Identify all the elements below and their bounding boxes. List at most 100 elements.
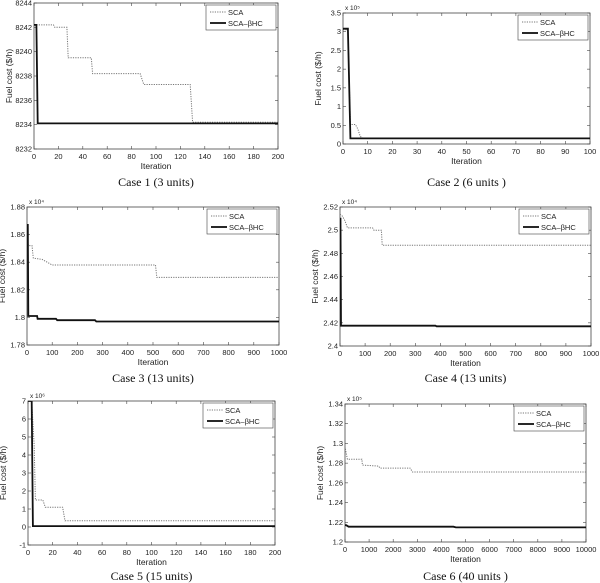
y-axis-label: Fuel cost ($/h) bbox=[0, 249, 7, 303]
y-tick-label: 1.32 bbox=[328, 419, 343, 428]
case-caption: Case 3 (13 units) bbox=[112, 371, 194, 385]
x-tick-label: 300 bbox=[409, 349, 422, 358]
legend-label-sca: SCA bbox=[540, 18, 555, 27]
y-tick-label: 8242 bbox=[15, 23, 32, 32]
legend-label-sca: SCA bbox=[229, 212, 244, 221]
y-tick-label: 2.52 bbox=[323, 203, 338, 212]
x-tick-label: 70 bbox=[512, 147, 520, 156]
y-tick-label: 1.3 bbox=[333, 439, 343, 448]
x-tick-label: 40 bbox=[438, 147, 446, 156]
series-sca bbox=[34, 24, 278, 123]
x-tick-label: 40 bbox=[79, 152, 87, 161]
x-tick-label: 90 bbox=[561, 147, 569, 156]
chart-case-1: 0 20 40 60 80 100 120 140 160 180 200 8232 8234 8236 8… bbox=[4, 0, 284, 189]
legend-label-sca: SCA bbox=[225, 406, 240, 415]
y-axis-label: Fuel cost ($/h) bbox=[0, 446, 8, 500]
y-axis-label: Fuel cost ($/h) bbox=[313, 51, 323, 105]
x-tick-label: 50 bbox=[462, 147, 470, 156]
y-tick-label: 1.2 bbox=[333, 538, 343, 547]
x-tick-label: 80 bbox=[536, 147, 544, 156]
x-tick-label: 60 bbox=[487, 147, 495, 156]
case-caption: Case 4 (13 units) bbox=[425, 371, 507, 385]
x-tick-label: 40 bbox=[73, 548, 81, 557]
y-tick-label: 6 bbox=[22, 415, 26, 424]
x-tick-label: 400 bbox=[434, 349, 447, 358]
x-tick-label: 8000 bbox=[529, 545, 546, 554]
case-caption: Case 1 (3 units) bbox=[118, 175, 194, 189]
y-tick-label: -1 bbox=[19, 541, 26, 550]
x-tick-label: 600 bbox=[172, 348, 185, 357]
legend: SCA SCA–βHC bbox=[202, 402, 274, 429]
legend: SCA SCA–βHC bbox=[517, 14, 589, 41]
series-sca-bhc bbox=[343, 27, 590, 140]
x-tick-label: 400 bbox=[122, 348, 135, 357]
chart-case-3: 0 100 200 300 400 500 600 700 800 900 1000 1.78 1.8 1… bbox=[0, 199, 287, 385]
x-tick-label: 160 bbox=[223, 152, 236, 161]
y-tick-label: 2.42 bbox=[323, 318, 338, 327]
y-tick-label: 1.22 bbox=[328, 518, 343, 527]
y-tick-label: 8232 bbox=[15, 145, 32, 154]
x-tick-label: 300 bbox=[96, 348, 109, 357]
x-tick-label: 2000 bbox=[385, 545, 402, 554]
x-tick-label: 180 bbox=[247, 152, 260, 161]
case-caption: Case 6 (40 units ) bbox=[423, 569, 508, 583]
y-tick-label: 1.28 bbox=[328, 459, 343, 468]
y-tick-label: 8234 bbox=[15, 120, 32, 129]
axis-exponent: x 10⁵ bbox=[345, 5, 360, 12]
y-tick-label: 7 bbox=[22, 397, 26, 406]
x-tick-label: 200 bbox=[71, 348, 84, 357]
legend-label-sca-bhc: SCA–βHC bbox=[541, 223, 576, 232]
y-tick-label: 1.84 bbox=[10, 258, 25, 267]
y-tick-label: 0 bbox=[337, 140, 341, 149]
y-axis-label: Fuel cost ($/h) bbox=[4, 49, 14, 103]
series-sca-bhc bbox=[27, 223, 279, 323]
x-tick-label: 30 bbox=[413, 147, 421, 156]
legend-label-sca-bhc: SCA–βHC bbox=[225, 417, 260, 426]
x-tick-label: 700 bbox=[509, 349, 522, 358]
x-tick-label: 0 bbox=[343, 545, 347, 554]
legend: SCA SCA–βHC bbox=[513, 405, 585, 432]
legend-label-sca-bhc: SCA–βHC bbox=[229, 223, 264, 232]
x-tick-label: 800 bbox=[222, 348, 235, 357]
y-tick-label: 2.46 bbox=[323, 272, 338, 281]
case-caption: Case 2 (6 units ) bbox=[427, 175, 506, 189]
axis-exponent: x 10⁵ bbox=[347, 396, 362, 403]
legend: SCA SCA–βHC bbox=[518, 208, 590, 235]
x-tick-label: 140 bbox=[199, 152, 212, 161]
x-axis-label: Iteration bbox=[138, 357, 169, 367]
legend-label-sca: SCA bbox=[536, 409, 551, 418]
x-tick-label: 5000 bbox=[457, 545, 474, 554]
y-tick-label: 1.26 bbox=[328, 478, 343, 487]
y-tick-label: 1 bbox=[22, 505, 26, 514]
y-tick-label: 1.24 bbox=[328, 498, 343, 507]
y-tick-label: 8238 bbox=[15, 72, 32, 81]
y-axis-label: Fuel cost ($/h) bbox=[310, 249, 320, 303]
x-tick-label: 4000 bbox=[433, 545, 450, 554]
x-tick-label: 100 bbox=[359, 349, 372, 358]
x-tick-label: 0 bbox=[25, 348, 29, 357]
x-tick-label: 900 bbox=[248, 348, 261, 357]
x-tick-label: 20 bbox=[54, 152, 62, 161]
y-tick-label: 1.8 bbox=[15, 313, 25, 322]
x-tick-label: 200 bbox=[272, 152, 285, 161]
y-tick-label: 4 bbox=[22, 451, 26, 460]
x-axis-label: Iteration bbox=[451, 156, 482, 166]
axis-exponent: x 10⁴ bbox=[342, 199, 357, 206]
axis-exponent: x 10⁶ bbox=[30, 393, 45, 400]
x-tick-label: 100 bbox=[150, 152, 163, 161]
y-tick-label: 2 bbox=[22, 487, 26, 496]
legend-label-sca-bhc: SCA–βHC bbox=[228, 19, 263, 28]
y-tick-label: 1 bbox=[337, 102, 341, 111]
y-tick-label: 0 bbox=[22, 523, 26, 532]
x-tick-label: 800 bbox=[535, 349, 548, 358]
series-sca bbox=[28, 401, 275, 522]
legend-label-sca: SCA bbox=[228, 8, 243, 17]
x-tick-label: 0 bbox=[26, 548, 30, 557]
x-tick-label: 6000 bbox=[481, 545, 498, 554]
x-axis-label: Iteration bbox=[450, 554, 481, 564]
x-tick-label: 0 bbox=[32, 152, 36, 161]
x-tick-label: 120 bbox=[170, 548, 183, 557]
series-sca-bhc bbox=[28, 401, 275, 527]
series-sca-bhc bbox=[340, 217, 591, 328]
